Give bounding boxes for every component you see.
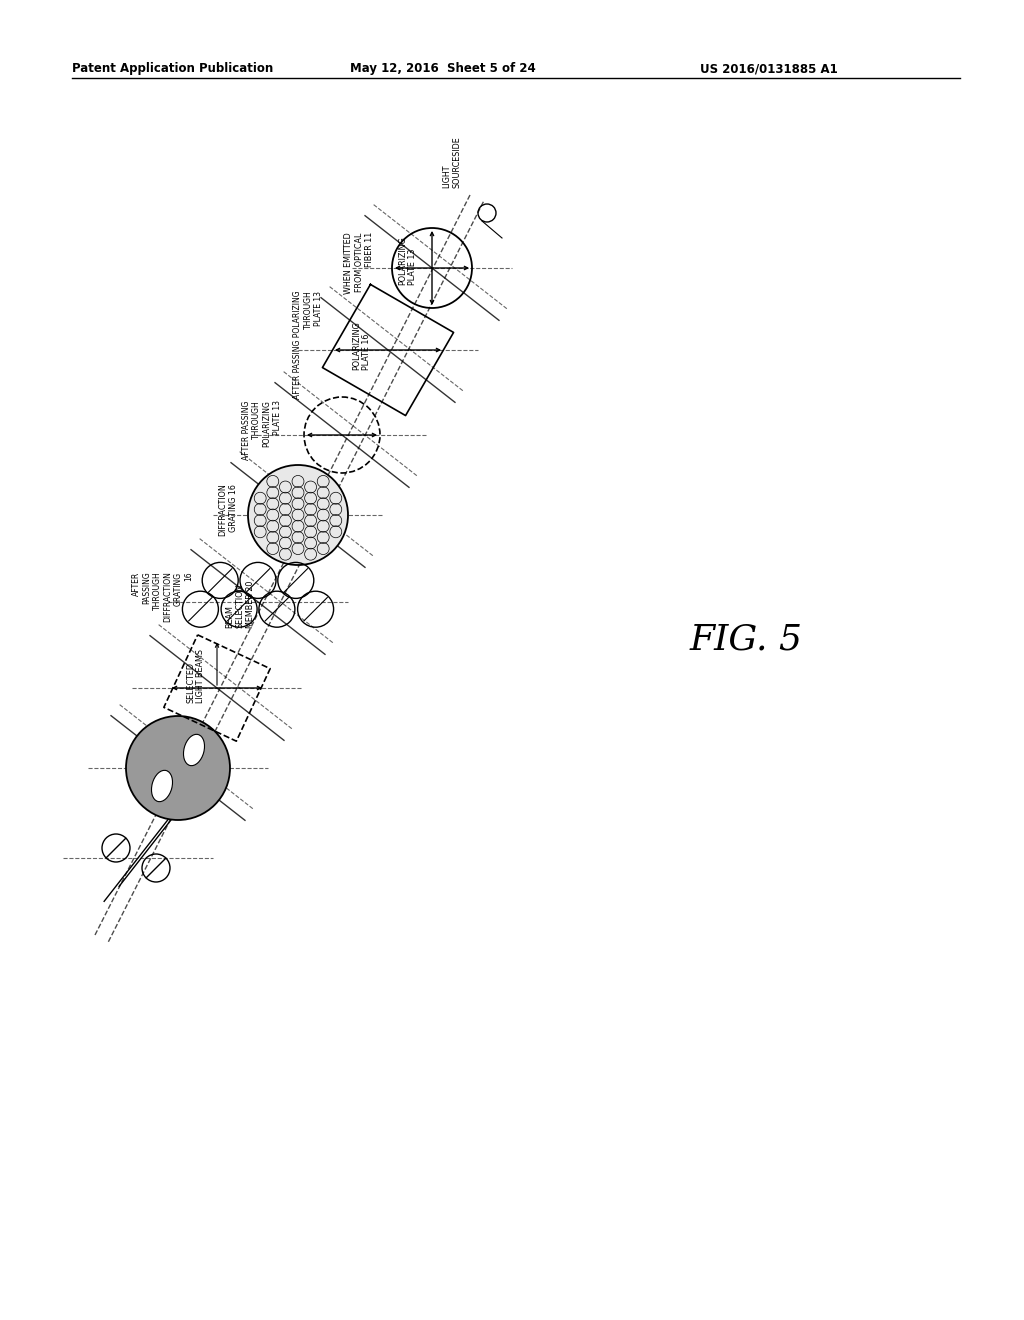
Text: DIFFRACTION
GRATING 16: DIFFRACTION GRATING 16 — [218, 483, 238, 536]
Text: May 12, 2016  Sheet 5 of 24: May 12, 2016 Sheet 5 of 24 — [350, 62, 536, 75]
Text: AFTER PASSING POLARIZING
THROUGH
PLATE 13: AFTER PASSING POLARIZING THROUGH PLATE 1… — [293, 290, 323, 400]
Text: LIGHT
SOURCESIDE: LIGHT SOURCESIDE — [442, 136, 462, 187]
Text: US 2016/0131885 A1: US 2016/0131885 A1 — [700, 62, 838, 75]
Text: AFTER
PASSING
THROUGH
DIFFRACTION
GRATING
16: AFTER PASSING THROUGH DIFFRACTION GRATIN… — [132, 572, 193, 623]
Ellipse shape — [152, 771, 172, 801]
Ellipse shape — [183, 734, 205, 766]
Text: FIG. 5: FIG. 5 — [690, 623, 803, 657]
Text: POLARIZING
PLATE 16: POLARIZING PLATE 16 — [352, 321, 372, 370]
Text: BEAM
SELECTION
MEMBER 20: BEAM SELECTION MEMBER 20 — [225, 581, 255, 628]
Text: MICROSCOPE
SIDE: MICROSCOPE SIDE — [146, 755, 166, 808]
Circle shape — [248, 465, 348, 565]
Text: POLARIZING
PLATE 13: POLARIZING PLATE 13 — [398, 236, 418, 285]
Circle shape — [126, 715, 230, 820]
Text: Patent Application Publication: Patent Application Publication — [72, 62, 273, 75]
Text: AFTER PASSING
THROUGH
POLARIZING
PLATE 13: AFTER PASSING THROUGH POLARIZING PLATE 1… — [242, 400, 282, 459]
Text: SELECTED
LIGHT BEAMS: SELECTED LIGHT BEAMS — [186, 649, 206, 704]
Text: FAST AXIS OF
HALF-WAVE
PLATE 19: FAST AXIS OF HALF-WAVE PLATE 19 — [266, 483, 296, 537]
Text: WHEN EMITTED
FROM OPTICAL
FIBER 11: WHEN EMITTED FROM OPTICAL FIBER 11 — [344, 232, 374, 294]
